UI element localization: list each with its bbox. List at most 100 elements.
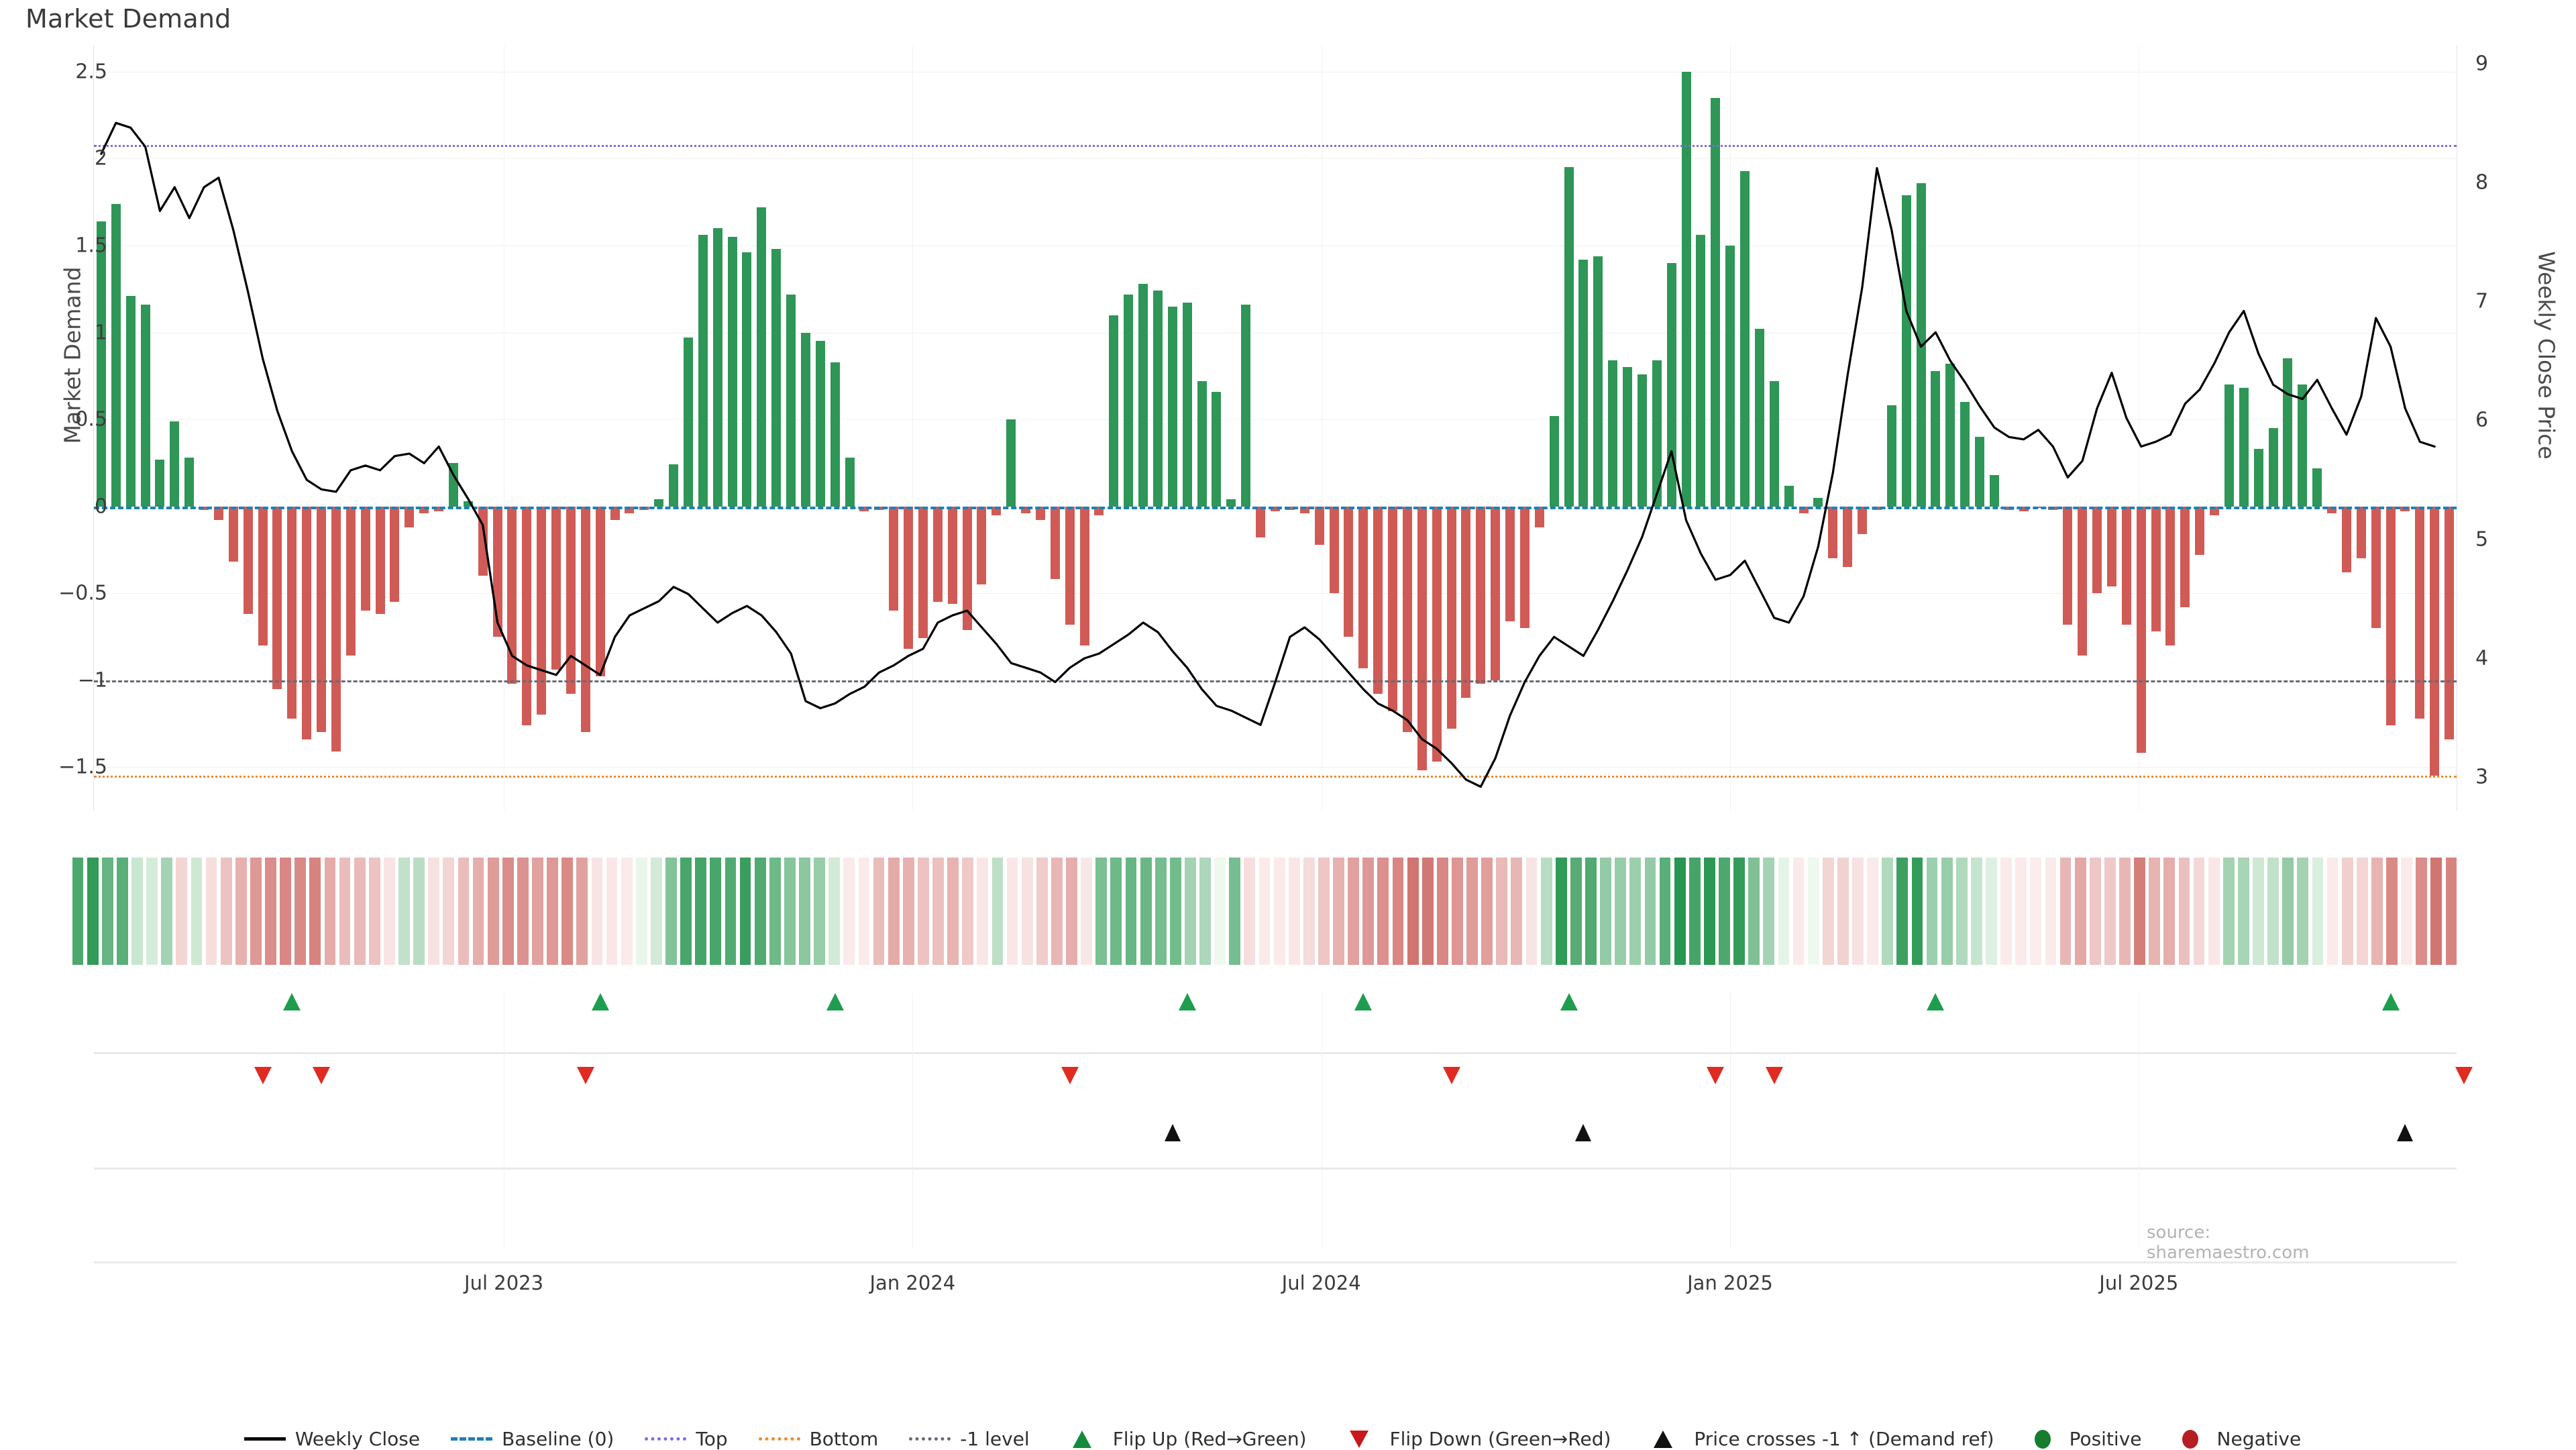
- demand-bar[interactable]: [712, 228, 722, 507]
- heatmap-cell[interactable]: [2000, 858, 2012, 965]
- demand-bar[interactable]: [1446, 506, 1456, 729]
- demand-bar[interactable]: [1519, 506, 1529, 628]
- flip-down-marker-icon[interactable]: [1061, 1067, 1079, 1084]
- demand-bar[interactable]: [1124, 294, 1134, 507]
- demand-bar[interactable]: [1931, 370, 1941, 507]
- demand-bar[interactable]: [1256, 506, 1266, 538]
- heatmap-cell[interactable]: [487, 858, 499, 965]
- demand-bar[interactable]: [2341, 506, 2351, 573]
- demand-bar[interactable]: [610, 506, 620, 521]
- heatmap-cell[interactable]: [2089, 858, 2101, 965]
- demand-bar[interactable]: [1417, 506, 1427, 771]
- heatmap-cell[interactable]: [1452, 858, 1463, 965]
- demand-bar[interactable]: [125, 296, 136, 507]
- demand-bar[interactable]: [1578, 259, 1589, 507]
- heatmap-cell[interactable]: [769, 858, 781, 965]
- heatmap-cell[interactable]: [710, 858, 722, 965]
- heatmap-cell[interactable]: [324, 858, 336, 965]
- flip-down-marker-icon[interactable]: [2455, 1067, 2473, 1084]
- demand-bar[interactable]: [1652, 360, 1662, 507]
- heatmap-cell[interactable]: [1792, 858, 1805, 965]
- heatmap-cell[interactable]: [2134, 858, 2145, 965]
- demand-bar[interactable]: [2151, 506, 2161, 632]
- heatmap-cell[interactable]: [532, 858, 543, 965]
- demand-bar[interactable]: [1461, 506, 1471, 698]
- heatmap-cell[interactable]: [1036, 858, 1048, 965]
- heatmap-cell[interactable]: [902, 858, 914, 965]
- demand-bar[interactable]: [2195, 506, 2205, 556]
- demand-bar[interactable]: [595, 506, 605, 677]
- heatmap-cell[interactable]: [1837, 858, 1849, 965]
- heatmap-cell[interactable]: [1081, 858, 1093, 965]
- heatmap-cell[interactable]: [458, 858, 470, 965]
- demand-bar[interactable]: [1858, 506, 1868, 535]
- demand-bar[interactable]: [1079, 506, 1089, 645]
- demand-bar[interactable]: [2106, 506, 2116, 586]
- heatmap-cell[interactable]: [962, 858, 974, 965]
- demand-bar[interactable]: [1167, 306, 1177, 507]
- heatmap-cell[interactable]: [1896, 858, 1909, 965]
- demand-bar[interactable]: [1138, 283, 1148, 507]
- demand-bar[interactable]: [1226, 499, 1236, 507]
- demand-bar[interactable]: [1476, 506, 1486, 684]
- demand-bar[interactable]: [287, 506, 297, 719]
- demand-bar[interactable]: [155, 459, 165, 507]
- demand-bar[interactable]: [904, 506, 914, 650]
- heatmap-cell[interactable]: [1214, 858, 1226, 965]
- demand-bar[interactable]: [580, 506, 590, 733]
- demand-bar[interactable]: [2253, 449, 2263, 507]
- heatmap-cell[interactable]: [280, 858, 291, 965]
- demand-bar[interactable]: [1549, 415, 1559, 507]
- heatmap-cell[interactable]: [1273, 858, 1285, 965]
- demand-bar[interactable]: [1197, 381, 1207, 507]
- heatmap-cell[interactable]: [814, 858, 826, 965]
- heatmap-cell[interactable]: [443, 858, 455, 965]
- demand-bar[interactable]: [1623, 367, 1633, 507]
- heatmap-cell[interactable]: [1407, 858, 1419, 965]
- demand-bar[interactable]: [1886, 405, 1896, 507]
- demand-bar[interactable]: [537, 506, 547, 715]
- heatmap-cell[interactable]: [1867, 858, 1878, 965]
- demand-bar[interactable]: [507, 506, 517, 684]
- demand-bar[interactable]: [1711, 97, 1721, 507]
- demand-bar[interactable]: [1050, 506, 1060, 580]
- demand-bar[interactable]: [405, 506, 415, 527]
- heatmap-cell[interactable]: [1169, 858, 1181, 965]
- heatmap-cell[interactable]: [1421, 858, 1434, 965]
- heatmap-cell[interactable]: [1600, 858, 1611, 965]
- demand-bar[interactable]: [1065, 506, 1075, 625]
- price-cross-marker-icon[interactable]: [1575, 1124, 1592, 1141]
- demand-bar[interactable]: [1945, 364, 1955, 507]
- heatmap-cell[interactable]: [517, 858, 529, 965]
- demand-bar[interactable]: [2268, 428, 2278, 507]
- demand-bar[interactable]: [1109, 315, 1119, 507]
- heatmap-cell[interactable]: [502, 858, 514, 965]
- heatmap-cell[interactable]: [2267, 858, 2279, 965]
- heatmap-cell[interactable]: [1481, 858, 1493, 965]
- demand-bar[interactable]: [1035, 506, 1045, 521]
- heatmap-cell[interactable]: [1807, 858, 1819, 965]
- demand-bar[interactable]: [1402, 506, 1412, 733]
- heatmap-cell[interactable]: [131, 858, 143, 965]
- demand-bar[interactable]: [1784, 485, 1794, 507]
- heatmap-cell[interactable]: [1155, 858, 1167, 965]
- heatmap-cell[interactable]: [1986, 858, 1997, 965]
- demand-bar[interactable]: [1813, 497, 1823, 507]
- heatmap-cell[interactable]: [1941, 858, 1953, 965]
- heatmap-cell[interactable]: [1362, 858, 1375, 965]
- demand-bar[interactable]: [2180, 506, 2190, 607]
- heatmap-cell[interactable]: [739, 858, 751, 965]
- legend-item[interactable]: Flip Down (Green→Red): [1338, 1428, 1611, 1450]
- heatmap-cell[interactable]: [2237, 858, 2249, 965]
- heatmap-cell[interactable]: [2208, 858, 2220, 965]
- heatmap-cell[interactable]: [1199, 858, 1211, 965]
- heatmap-cell[interactable]: [606, 858, 618, 965]
- legend-item[interactable]: Price crosses -1 ↑ (Demand ref): [1642, 1428, 1994, 1450]
- demand-bar[interactable]: [96, 221, 106, 507]
- flip-up-marker-icon[interactable]: [1560, 993, 1578, 1011]
- demand-bar[interactable]: [551, 506, 561, 670]
- demand-bar[interactable]: [1681, 71, 1691, 507]
- heatmap-cell[interactable]: [888, 858, 900, 965]
- demand-bar[interactable]: [2224, 384, 2234, 507]
- flip-up-marker-icon[interactable]: [826, 993, 844, 1011]
